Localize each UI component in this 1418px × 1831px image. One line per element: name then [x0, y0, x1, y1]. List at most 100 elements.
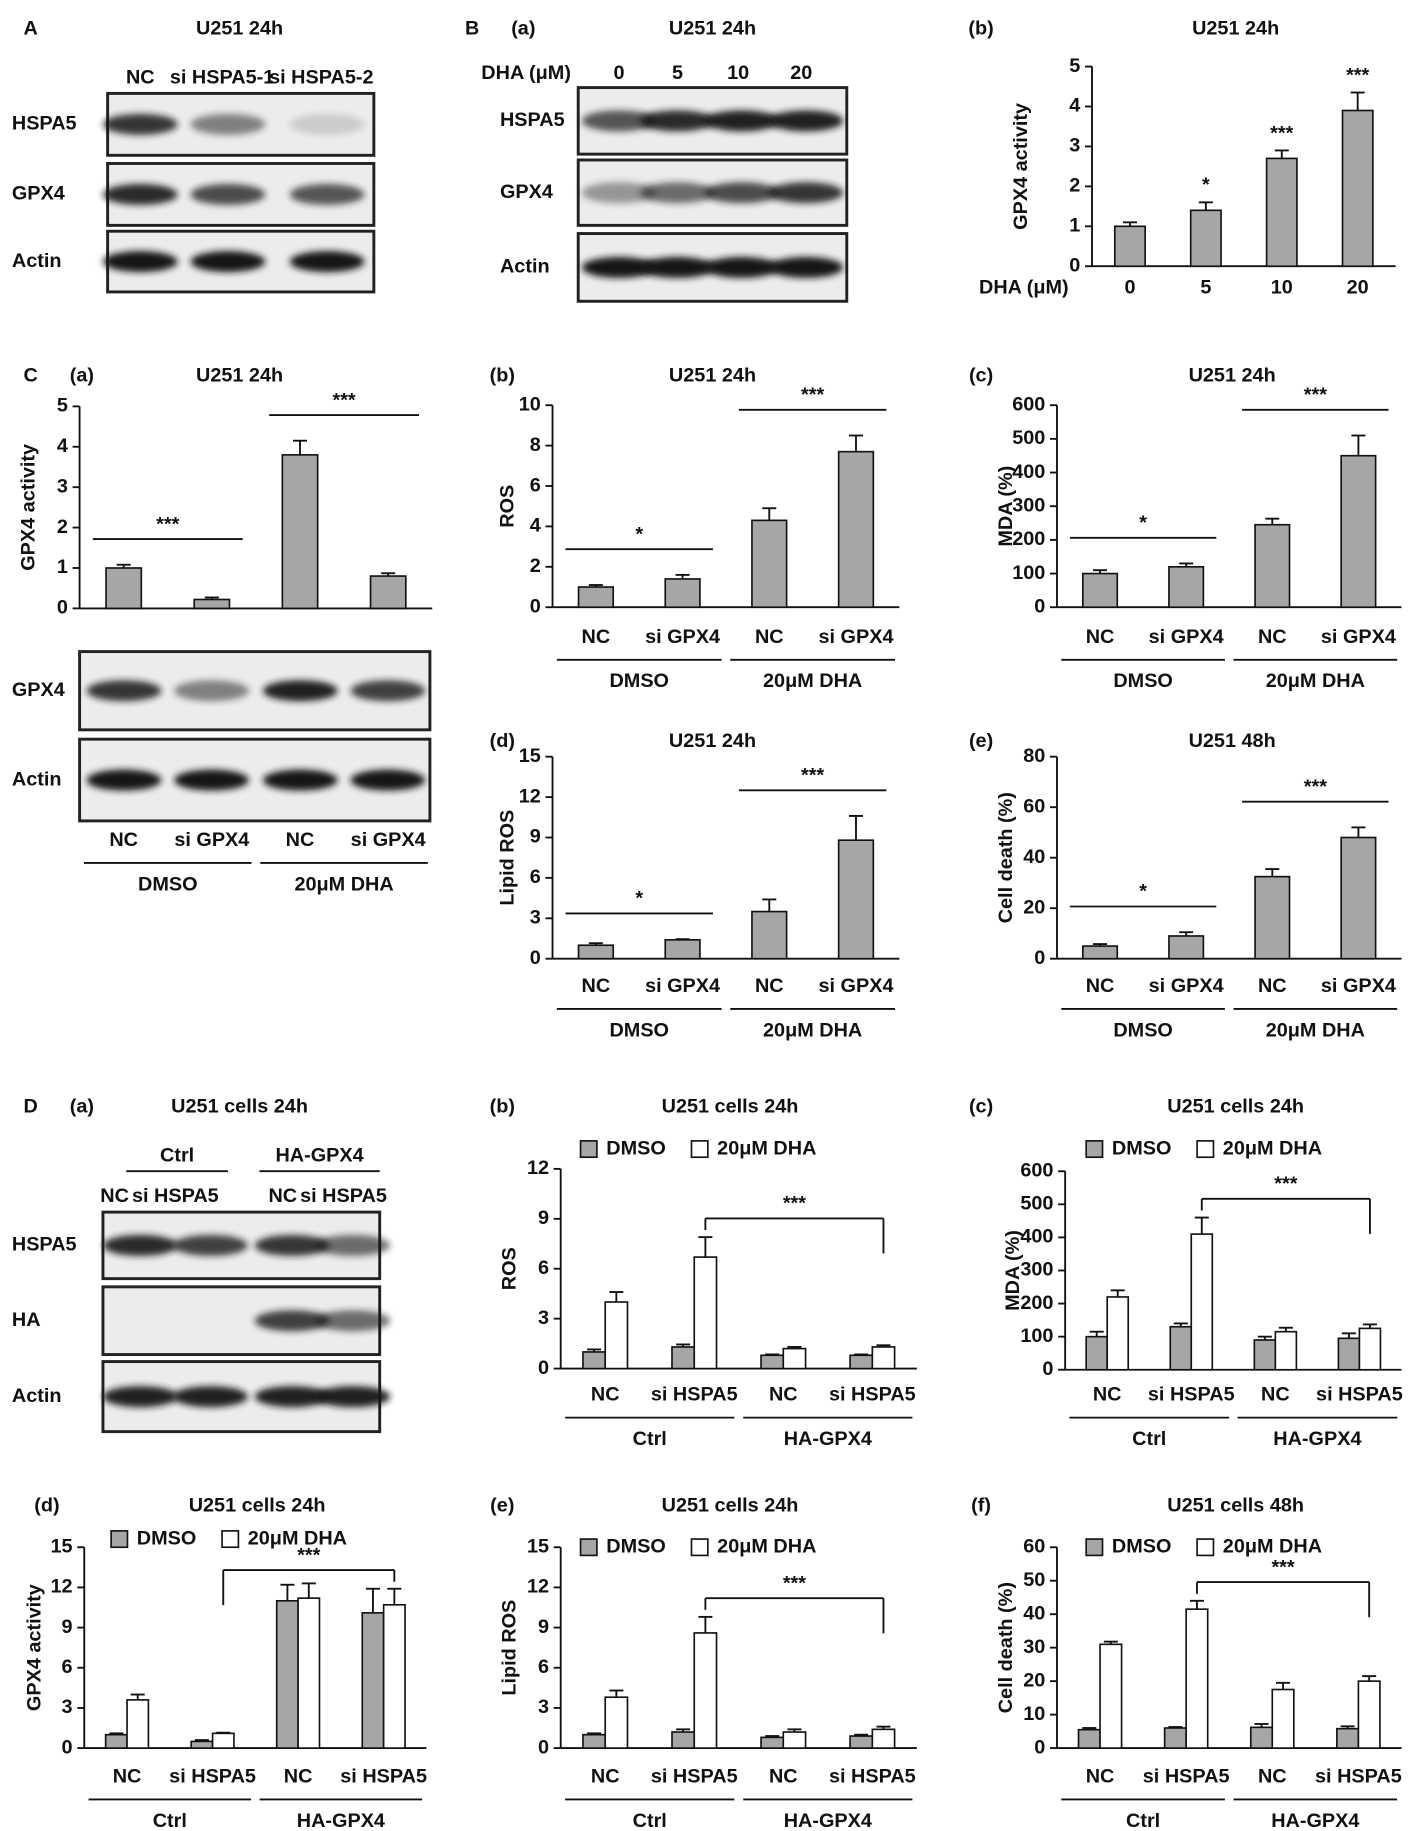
bar — [1249, 1726, 1274, 1749]
panel-label: (b) — [490, 1095, 515, 1117]
bar — [849, 1354, 874, 1370]
significance-label: *** — [156, 513, 179, 535]
bar — [275, 1599, 299, 1749]
blot-row-label: HSPA5 — [500, 109, 565, 131]
legend-swatch — [1085, 1538, 1104, 1557]
group-label: Ctrl — [633, 1810, 667, 1831]
y-tick-label: 6 — [530, 474, 541, 496]
bar — [369, 575, 407, 610]
significance-label: *** — [801, 764, 824, 786]
x-tick-label: si HSPA5 — [651, 1766, 738, 1788]
blot-band — [174, 680, 249, 702]
lane-label: 20 — [790, 62, 812, 84]
y-tick-label: 3 — [538, 1696, 549, 1718]
bar — [751, 910, 788, 960]
y-tick-label: 9 — [62, 1616, 73, 1638]
x-tick-label: NC — [1258, 626, 1287, 648]
y-tick-label: 60 — [1023, 1535, 1045, 1557]
x-tick-label: si GPX4 — [645, 626, 720, 648]
x-tick-label: NC — [113, 1766, 142, 1788]
legend-label: 20μM DHA — [248, 1527, 347, 1549]
y-tick-label: 0 — [57, 597, 68, 619]
bar — [1168, 565, 1205, 609]
y-tick-label: 6 — [62, 1656, 73, 1678]
group-label: HA-GPX4 — [1273, 1428, 1361, 1450]
y-tick-label: 600 — [1012, 393, 1045, 415]
significance-label: *** — [1271, 1556, 1294, 1578]
bar — [1254, 875, 1291, 960]
y-tick-label: 100 — [1020, 1325, 1053, 1347]
blot-band — [190, 113, 266, 135]
blot-band — [254, 1386, 330, 1408]
legend-label: DMSO — [606, 1535, 666, 1557]
blot-title: U251 cells 24h — [171, 1095, 308, 1117]
legend-label: DMSO — [137, 1527, 197, 1549]
y-tick-label: 4 — [530, 515, 541, 537]
x-tick-label: si GPX4 — [1321, 626, 1396, 648]
blot-band — [86, 769, 162, 791]
x-tick-label: NC — [1258, 1766, 1287, 1788]
y-tick-label: 0 — [530, 595, 541, 617]
bar — [361, 1612, 385, 1749]
x-tick-label: NC — [582, 975, 611, 997]
x-tick-label: NC — [591, 1766, 620, 1788]
group-label: 20μM DHA — [763, 1019, 862, 1041]
y-tick-label: 5 — [57, 395, 68, 417]
x-tick-label: NC — [591, 1384, 620, 1406]
y-tick-label: 200 — [1012, 528, 1045, 550]
panel-label: (d) — [34, 1495, 59, 1517]
significance-label: *** — [801, 384, 824, 406]
blot-band — [173, 1386, 248, 1408]
x-tick-label: NC — [755, 626, 784, 648]
y-axis-label: Cell death (%) — [995, 1582, 1017, 1713]
bar — [871, 1728, 896, 1749]
significance-label: *** — [1346, 64, 1369, 86]
y-tick-label: 40 — [1023, 846, 1045, 868]
x-tick-label: si HSPA5 — [1316, 1384, 1403, 1406]
chart-title: U251 cells 24h — [662, 1495, 799, 1517]
y-tick-label: 3 — [57, 475, 68, 497]
x-tick-label: NC — [1086, 1766, 1115, 1788]
significance-label: *** — [1274, 1173, 1297, 1195]
significance-label: *** — [1304, 384, 1327, 406]
lane-label: si HSPA5 — [132, 1185, 219, 1207]
y-axis-label: MDA (%) — [1002, 1230, 1024, 1311]
group-label: HA-GPX4 — [784, 1428, 872, 1450]
section-label: A — [24, 17, 38, 39]
group-label: Ctrl — [160, 1144, 194, 1166]
group-label: 20μM DHA — [1266, 1019, 1365, 1041]
x-tick-label: si GPX4 — [645, 975, 720, 997]
panel-label: (e) — [490, 1495, 514, 1517]
bar — [582, 1733, 607, 1749]
bar — [671, 1346, 696, 1370]
bar — [1253, 1339, 1277, 1371]
bar — [211, 1732, 235, 1749]
x-tick-label: NC — [769, 1766, 798, 1788]
x-tick-label: si GPX4 — [1149, 975, 1224, 997]
chart-title: U251 cells 24h — [189, 1495, 326, 1517]
chart-title: U251 24h — [1192, 17, 1279, 39]
y-tick-label: 15 — [519, 745, 541, 767]
group-label: DMSO — [138, 873, 198, 895]
blot-band — [289, 183, 365, 205]
x-tick-label: NC — [1093, 1384, 1122, 1406]
blot-band — [581, 256, 657, 278]
lane-label: si HSPA5 — [300, 1185, 387, 1207]
blot-row-label: GPX4 — [12, 679, 65, 701]
x-tick-label: si HSPA5 — [1315, 1766, 1402, 1788]
chart-title: U251 24h — [196, 364, 283, 386]
blot-row-label: HSPA5 — [12, 113, 77, 135]
y-tick-label: 0 — [1042, 1358, 1053, 1380]
chart-title: U251 48h — [1189, 730, 1276, 752]
y-tick-label: 0 — [62, 1736, 73, 1758]
y-axis-label: Lipid ROS — [496, 810, 518, 906]
y-tick-label: 15 — [51, 1535, 73, 1557]
group-label: Ctrl — [633, 1428, 667, 1450]
bar — [193, 598, 231, 610]
panel-label: (a) — [70, 364, 94, 386]
x-tick-label: NC — [109, 829, 138, 851]
x-tick-label: NC — [1086, 626, 1115, 648]
x-tick-label: NC — [1258, 975, 1287, 997]
x-tick-label: NC — [1086, 975, 1115, 997]
legend-label: 20μM DHA — [1223, 1137, 1322, 1159]
